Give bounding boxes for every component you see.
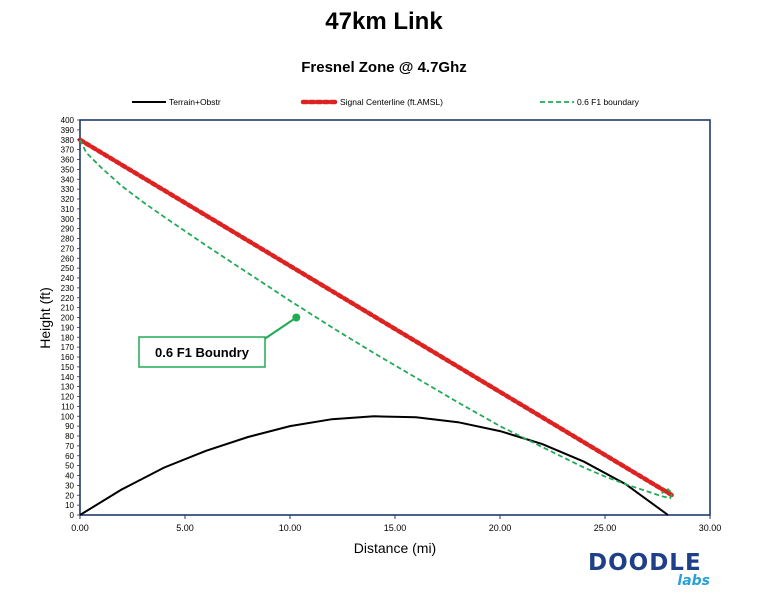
y-tick-label: 40 <box>65 472 74 481</box>
y-tick-label: 400 <box>61 116 75 125</box>
series-line-2 <box>79 139 674 500</box>
y-tick-label: 320 <box>61 195 75 204</box>
y-tick-label: 220 <box>61 294 75 303</box>
x-axis-label: Distance (mi) <box>354 540 436 556</box>
series-layer <box>77 137 675 516</box>
doodle-labs-logo: DOODLE labs <box>588 550 718 589</box>
y-tick-label: 380 <box>61 136 75 145</box>
y-tick-label: 350 <box>61 165 75 174</box>
series-line-0 <box>79 415 669 516</box>
series-line-1 <box>77 137 675 498</box>
y-tick-label: 10 <box>65 501 74 510</box>
y-tick-label: 200 <box>61 314 75 323</box>
y-tick-label: 0 <box>70 511 75 520</box>
legend-label-2: 0.6 F1 boundary <box>577 97 640 107</box>
x-tick-label: 15.00 <box>384 523 407 533</box>
y-tick-label: 50 <box>65 462 74 471</box>
plot-frame <box>79 119 711 516</box>
y-tick-label: 100 <box>61 412 75 421</box>
x-tick-label: 5.00 <box>176 523 194 533</box>
y-tick-label: 90 <box>65 422 74 431</box>
y-tick-label: 20 <box>65 491 74 500</box>
legend-label-1: Signal Centerline (ft.AMSL) <box>340 97 443 107</box>
x-tick-label: 0.00 <box>71 523 89 533</box>
logo-sub-text: labs <box>677 573 710 589</box>
y-tick-label: 130 <box>61 383 75 392</box>
y-tick-label: 290 <box>61 225 75 234</box>
x-axis: 0.00 5.00 10.00 15.00 20.00 25.00 30.00 <box>71 515 721 533</box>
y-tick-label: 230 <box>61 284 75 293</box>
y-axis: 0102030405060708090100110120130140150160… <box>61 116 80 520</box>
x-tick-label: 10.00 <box>279 523 302 533</box>
y-tick-label: 180 <box>61 333 75 342</box>
y-tick-label: 60 <box>65 452 74 461</box>
y-tick-label: 270 <box>61 244 75 253</box>
annotation-connector <box>262 316 297 341</box>
legend: Terrain+Obstr Signal Centerline (ft.AMSL)… <box>132 97 640 107</box>
y-tick-label: 280 <box>61 235 75 244</box>
legend-label-0: Terrain+Obstr <box>169 97 221 107</box>
annotation-layer: 0.6 F1 Boundry <box>138 313 301 368</box>
y-tick-label: 370 <box>61 146 75 155</box>
y-tick-label: 140 <box>61 373 75 382</box>
y-tick-label: 120 <box>61 393 75 402</box>
y-tick-label: 210 <box>61 304 75 313</box>
x-tick-label: 20.00 <box>489 523 512 533</box>
y-tick-label: 110 <box>61 402 74 411</box>
annotation-label: 0.6 F1 Boundry <box>155 345 250 360</box>
y-tick-label: 30 <box>65 481 74 490</box>
y-tick-label: 330 <box>61 185 75 194</box>
y-tick-label: 360 <box>61 156 75 165</box>
y-tick-label: 240 <box>61 274 75 283</box>
y-axis-label: Height (ft) <box>37 287 53 348</box>
x-tick-label: 25.00 <box>594 523 617 533</box>
x-tick-label: 30.00 <box>699 523 722 533</box>
logo-main-text: DOODLE <box>588 550 702 576</box>
annotation-box <box>138 336 266 368</box>
y-tick-label: 310 <box>61 205 75 214</box>
y-tick-label: 390 <box>61 126 75 135</box>
y-tick-label: 260 <box>61 254 75 263</box>
y-tick-label: 340 <box>61 175 75 184</box>
y-tick-label: 190 <box>61 323 75 332</box>
annotation-marker <box>292 313 301 322</box>
y-tick-label: 160 <box>61 353 75 362</box>
y-tick-label: 150 <box>61 363 75 372</box>
y-tick-label: 170 <box>61 343 75 352</box>
y-tick-label: 80 <box>65 432 74 441</box>
y-tick-label: 70 <box>65 442 74 451</box>
y-tick-label: 300 <box>61 215 75 224</box>
chart-title: 47km Link <box>325 8 443 35</box>
chart-subtitle: Fresnel Zone @ 4.7Ghz <box>301 59 467 76</box>
y-tick-label: 250 <box>61 264 75 273</box>
